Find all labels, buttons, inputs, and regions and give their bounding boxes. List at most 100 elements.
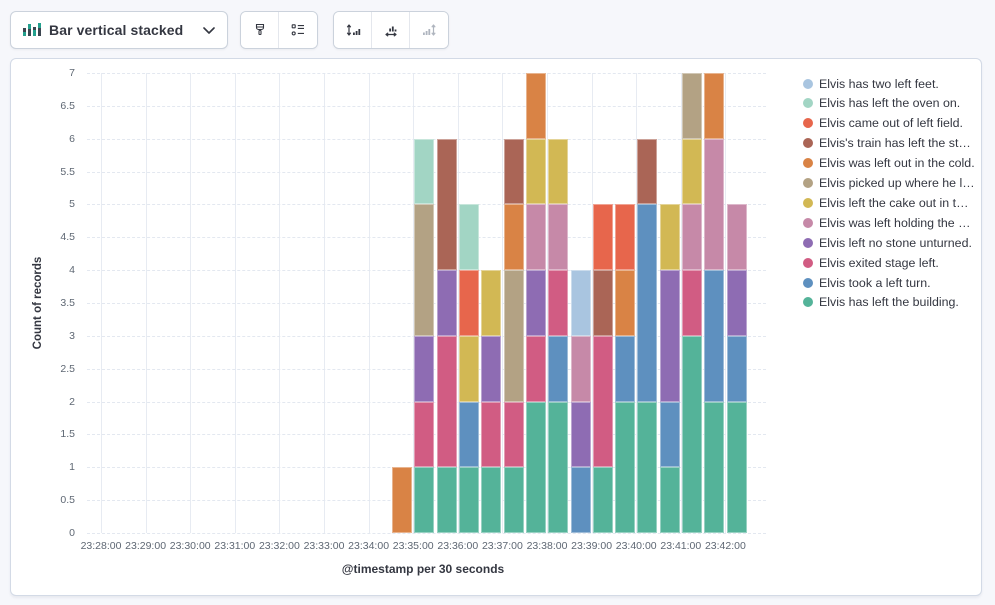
legend-item[interactable]: Elvis was left holding the ba... (791, 214, 975, 231)
bar-segment[interactable] (570, 270, 591, 336)
bar-segment[interactable] (481, 335, 502, 402)
legend-item[interactable]: Elvis left the cake out in the ... (791, 194, 975, 211)
bar-segment[interactable] (659, 270, 680, 402)
x-axis-tick-label: 23:34:00 (348, 540, 390, 552)
legend-item[interactable]: Elvis has left the oven on. (791, 95, 975, 112)
axis-button-group (333, 11, 449, 49)
legend-list-icon (290, 22, 306, 38)
y-axis-tick-label: 5.5 (60, 165, 75, 178)
bar-segment[interactable] (525, 138, 546, 205)
bar-segment[interactable] (592, 204, 613, 271)
bar-segment[interactable] (503, 270, 524, 402)
bar-segment[interactable] (704, 401, 725, 533)
y-axis-tick-label: 1.5 (60, 428, 75, 441)
bar-segment[interactable] (548, 335, 569, 402)
bar-segment[interactable] (525, 204, 546, 271)
bar-segment[interactable] (615, 270, 636, 336)
bar-segment[interactable] (503, 138, 524, 205)
bar-segment[interactable] (459, 467, 479, 533)
bar-segment[interactable] (570, 335, 591, 402)
axis-right-icon (421, 22, 437, 38)
bar-segment[interactable] (436, 138, 457, 271)
bar-segment[interactable] (503, 401, 524, 468)
legend-item[interactable]: Elvis came out of left field. (791, 115, 975, 132)
bar-segment[interactable] (726, 335, 747, 402)
bar-segment[interactable] (682, 270, 702, 336)
bar-segment[interactable] (525, 335, 546, 402)
bar-segment[interactable] (414, 467, 435, 533)
bar-segment[interactable] (436, 335, 457, 468)
bar-segment[interactable] (525, 401, 546, 533)
bar-segment[interactable] (704, 73, 725, 139)
legend-item[interactable]: Elvis picked up where he left... (791, 175, 975, 192)
bar-segment[interactable] (414, 138, 435, 205)
legend-item-label: Elvis picked up where he left... (819, 176, 975, 190)
bar-segment[interactable] (459, 401, 479, 468)
bar-segment[interactable] (682, 335, 702, 533)
bar-segment[interactable] (592, 467, 613, 533)
bar-segment[interactable] (548, 270, 569, 336)
bar-segment[interactable] (525, 270, 546, 336)
bar-segment[interactable] (481, 270, 502, 336)
bar-segment[interactable] (615, 204, 636, 271)
legend-item[interactable]: Elvis left no stone unturned. (791, 234, 975, 251)
bar-segment[interactable] (414, 401, 435, 468)
bar-segment[interactable] (592, 270, 613, 336)
bar-segment[interactable] (436, 270, 457, 336)
bar-segment[interactable] (682, 204, 702, 271)
legend-settings-button[interactable] (279, 12, 317, 48)
legend-item[interactable]: Elvis exited stage left. (791, 254, 975, 271)
x-axis-tick-label: 23:30:00 (169, 540, 211, 552)
x-axis-title: @timestamp per 30 seconds (341, 562, 505, 576)
bottom-axis-button[interactable] (372, 12, 410, 48)
legend-item-label: Elvis left the cake out in the ... (819, 195, 975, 210)
bar-segment[interactable] (726, 401, 747, 533)
bar-segment[interactable] (548, 138, 569, 205)
bar-segment[interactable] (436, 467, 457, 533)
bar-segment[interactable] (548, 204, 569, 271)
bar-segment[interactable] (459, 335, 479, 402)
bar-segment[interactable] (503, 204, 524, 271)
bar-segment[interactable] (637, 401, 658, 533)
bar-segment[interactable] (704, 138, 725, 271)
bar-segment[interactable] (704, 270, 725, 402)
bar-segment[interactable] (682, 73, 702, 139)
bar-segment[interactable] (682, 138, 702, 205)
legend-item[interactable]: Elvis has two left feet. (791, 75, 975, 92)
legend-color-dot (803, 217, 813, 228)
bar-segment[interactable] (637, 138, 658, 205)
bar-segment[interactable] (459, 270, 479, 336)
chart-type-dropdown[interactable]: Bar vertical stacked (10, 11, 228, 49)
bar-segment[interactable] (570, 401, 591, 468)
bar-segment[interactable] (726, 270, 747, 336)
bar-segment[interactable] (503, 467, 524, 533)
legend-item[interactable]: Elvis took a left turn. (791, 274, 975, 291)
bar-segment[interactable] (615, 401, 636, 533)
bar-segment[interactable] (414, 204, 435, 336)
legend-item[interactable]: Elvis's train has left the stati... (791, 135, 975, 152)
y-axis-tick-label: 4.5 (60, 231, 75, 244)
bar-segment[interactable] (548, 401, 569, 533)
visual-options-button[interactable] (241, 12, 279, 48)
bar-segment[interactable] (392, 467, 413, 533)
bar-segment[interactable] (659, 401, 680, 468)
bar-segment[interactable] (637, 204, 658, 402)
y-axis-tick-label: 7 (69, 67, 75, 79)
bar-segment[interactable] (481, 401, 502, 468)
x-axis-tick-label: 23:41:00 (660, 540, 702, 552)
bar-segment[interactable] (659, 467, 680, 533)
bar-segment[interactable] (659, 204, 680, 271)
bar-segment[interactable] (414, 335, 435, 402)
bar-segment[interactable] (615, 335, 636, 402)
bar-segment[interactable] (726, 204, 747, 271)
bar-segment[interactable] (481, 467, 502, 533)
bar-segment[interactable] (525, 73, 546, 139)
legend-item[interactable]: Elvis has left the building. (791, 294, 975, 311)
bar-segment[interactable] (570, 467, 591, 533)
right-axis-button[interactable] (410, 12, 448, 48)
legend-item[interactable]: Elvis was left out in the cold. (791, 155, 975, 172)
y-axis-tick-label: 2 (69, 395, 75, 408)
bar-segment[interactable] (592, 335, 613, 468)
left-axis-button[interactable] (334, 12, 372, 48)
bar-segment[interactable] (459, 204, 479, 271)
